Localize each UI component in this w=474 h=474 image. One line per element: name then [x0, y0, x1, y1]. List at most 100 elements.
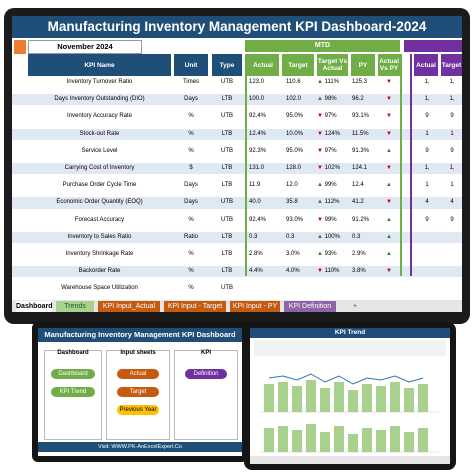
tab-kpi-input-target[interactable]: KPI Input - Target — [164, 301, 226, 312]
actual-vs-py-cell: ▲ — [378, 232, 400, 243]
py-cell: 125.3 — [352, 79, 368, 85]
target-vs-actual-cell: ▼ 124% — [316, 129, 348, 140]
actual-cell: 2.8% — [249, 251, 263, 257]
kpi-name-cell: Stock-out Rate — [79, 130, 120, 137]
actual-cell: 11.9 — [249, 182, 261, 189]
tab-kpi-input-py[interactable]: KPI Input - PY — [230, 301, 280, 312]
py-cell: 11.5% — [352, 130, 369, 137]
dashboard-nav-button[interactable]: Dashboard — [51, 369, 95, 379]
target-vs-actual-cell: ▼ 97% — [316, 146, 348, 157]
arrow-up-icon: ▲ — [386, 233, 392, 240]
target-vs-actual-cell: ▲ 100% — [316, 232, 348, 243]
type-cell: LTB — [221, 233, 233, 240]
arrow-up-icon: ▲ — [317, 96, 325, 103]
arrow-down-icon: ▼ — [386, 79, 392, 85]
laptop-title: Manufacturing Inventory Management KPI D… — [38, 328, 242, 342]
actual-vs-py-cell: ▲ — [378, 249, 400, 260]
month-selector[interactable]: November 2024 — [28, 40, 142, 54]
tablet-screen: KPI Trend — [250, 328, 450, 464]
table-row: Backorder Rate% LTB 4.4% 4.0% ▼ 110% 3.8% ▼ — [12, 266, 462, 278]
table-row: Stock-out Rate% LTB 12.4% 10.0% ▼ 124% 11.5% ▼… — [12, 128, 462, 140]
ytd-target-cell: 1 — [450, 182, 454, 189]
target-nav-button[interactable]: Target — [117, 387, 159, 397]
kpi-name-cell: Carrying Cost of Inventory — [64, 165, 135, 171]
col-ytd-target: Target — [441, 54, 462, 76]
arrow-up-icon: ▲ — [317, 251, 325, 257]
target-vs-actual-cell: ▼ 102% — [316, 163, 348, 174]
col-ytd-actual: Actual — [414, 54, 438, 76]
actual-vs-py-cell: ▲ — [378, 215, 400, 226]
ytd-target-cell: 4 — [450, 199, 454, 206]
target-vs-actual-value: 124% — [324, 130, 340, 137]
table-row: Inventory Accuracy Rate% UTB 92.4% 95.0% ▼ 9… — [12, 111, 462, 122]
unit-cell: % — [188, 147, 194, 154]
kpi-name-cell: Economic Order Quantity (EOQ) — [56, 199, 143, 206]
actual-vs-py-cell — [378, 283, 400, 294]
col-target-vs-actual: Target Vs Actual — [317, 54, 348, 76]
py-cell: 12.4 — [352, 182, 364, 189]
target-vs-actual-value: 110% — [324, 268, 340, 275]
actual-vs-py-cell: ▼ — [378, 266, 400, 277]
ytd-actual-cell: 1 — [425, 130, 429, 137]
actual-cell: 4.4% — [249, 268, 263, 275]
ytd-actual-cell: 1 — [425, 182, 429, 189]
kpi-name-cell: Days Inventory Outstanding (DIO) — [54, 96, 145, 103]
target-cell: 102.0 — [286, 96, 302, 103]
panel-dashboard: Dashboard Dashboard KPI Trend — [44, 350, 102, 440]
target-cell: 95.0% — [286, 113, 304, 120]
tab-trends[interactable]: Trends — [56, 301, 94, 312]
arrow-down-icon: ▼ — [317, 165, 325, 171]
arrow-down-icon: ▼ — [317, 216, 325, 223]
target-cell: 95.0% — [286, 147, 304, 154]
target-vs-actual-value: 111% — [324, 79, 340, 85]
target-vs-actual-value: 100% — [324, 233, 340, 240]
actual-nav-button[interactable]: Actual — [117, 369, 159, 379]
actual-vs-py-cell: ▼ — [378, 129, 400, 140]
panel-input-sheets: Input sheets Actual Target Previous Year — [106, 350, 170, 440]
actual-vs-py-cell: ▼ — [378, 77, 400, 88]
actual-vs-py-cell: ▼ — [378, 163, 400, 174]
table-row: Days Inventory Outstanding (DIO) Days LTB 1… — [12, 94, 462, 106]
trend-charts — [260, 373, 440, 453]
table-row: Inventory Shrinkage Rate% LTB 2.8% 3.0% ▲ 93… — [12, 249, 462, 260]
kpi-trend-nav-button[interactable]: KPI Trend — [51, 387, 95, 397]
tab-kpi-definition[interactable]: KPI Definition — [284, 301, 336, 312]
ytd-header — [404, 40, 462, 52]
table-row: Service Level% UTB 92.3% 95.0% ▼ 97% 91.3% ▲ 9 9 — [12, 146, 462, 157]
type-cell: LTB — [221, 251, 233, 257]
orange-marker — [14, 40, 26, 54]
py-cell: 0.3 — [352, 233, 361, 240]
add-sheet-button[interactable]: + — [352, 303, 358, 310]
monitor: Manufacturing Inventory Management KPI D… — [4, 8, 470, 324]
definition-nav-button[interactable]: Definition — [185, 369, 227, 379]
target-cell: 35.8 — [286, 199, 298, 206]
target-cell: 128.0 — [286, 165, 302, 171]
main-screen: Manufacturing Inventory Management KPI D… — [12, 16, 462, 312]
previous-year-nav-button[interactable]: Previous Year — [117, 405, 159, 415]
col-actual-vs-py: Actual Vs PY — [378, 54, 400, 76]
col-type: Type — [212, 54, 242, 76]
ytd-target-cell — [442, 232, 462, 243]
target-vs-actual-cell: ▲ 99% — [316, 180, 348, 191]
unit-cell: % — [188, 268, 194, 275]
kpi-name-cell: Purchase Order Cycle Time — [62, 182, 137, 189]
arrow-down-icon: ▼ — [317, 113, 325, 120]
target-vs-actual-cell: ▲ 111% — [316, 77, 348, 88]
ytd-target-cell: 9 — [450, 147, 454, 154]
unit-cell: Days — [184, 199, 198, 206]
tablet-sheet-tabs — [250, 456, 450, 464]
actual-cell: 40.0 — [249, 199, 261, 206]
tab-dashboard[interactable]: Dashboard — [16, 301, 53, 312]
actual-vs-py-cell: ▼ — [378, 111, 400, 122]
ytd-actual-cell: 9 — [425, 113, 429, 120]
actual-cell: 92.4% — [249, 113, 267, 120]
type-cell: UTB — [221, 113, 233, 120]
ytd-actual-cell: 1, — [424, 96, 430, 103]
ytd-actual-cell — [416, 283, 438, 294]
sheet-tabs: Dashboard Trends KPI Input_Actual KPI In… — [12, 300, 462, 312]
target-vs-actual-cell: ▼ 110% — [316, 266, 348, 277]
unit-cell: $ — [189, 165, 193, 171]
ytd-target-cell: 9 — [450, 113, 454, 120]
actual-vs-py-cell: ▲ — [378, 180, 400, 191]
tab-kpi-input-actual[interactable]: KPI Input_Actual — [98, 301, 160, 312]
